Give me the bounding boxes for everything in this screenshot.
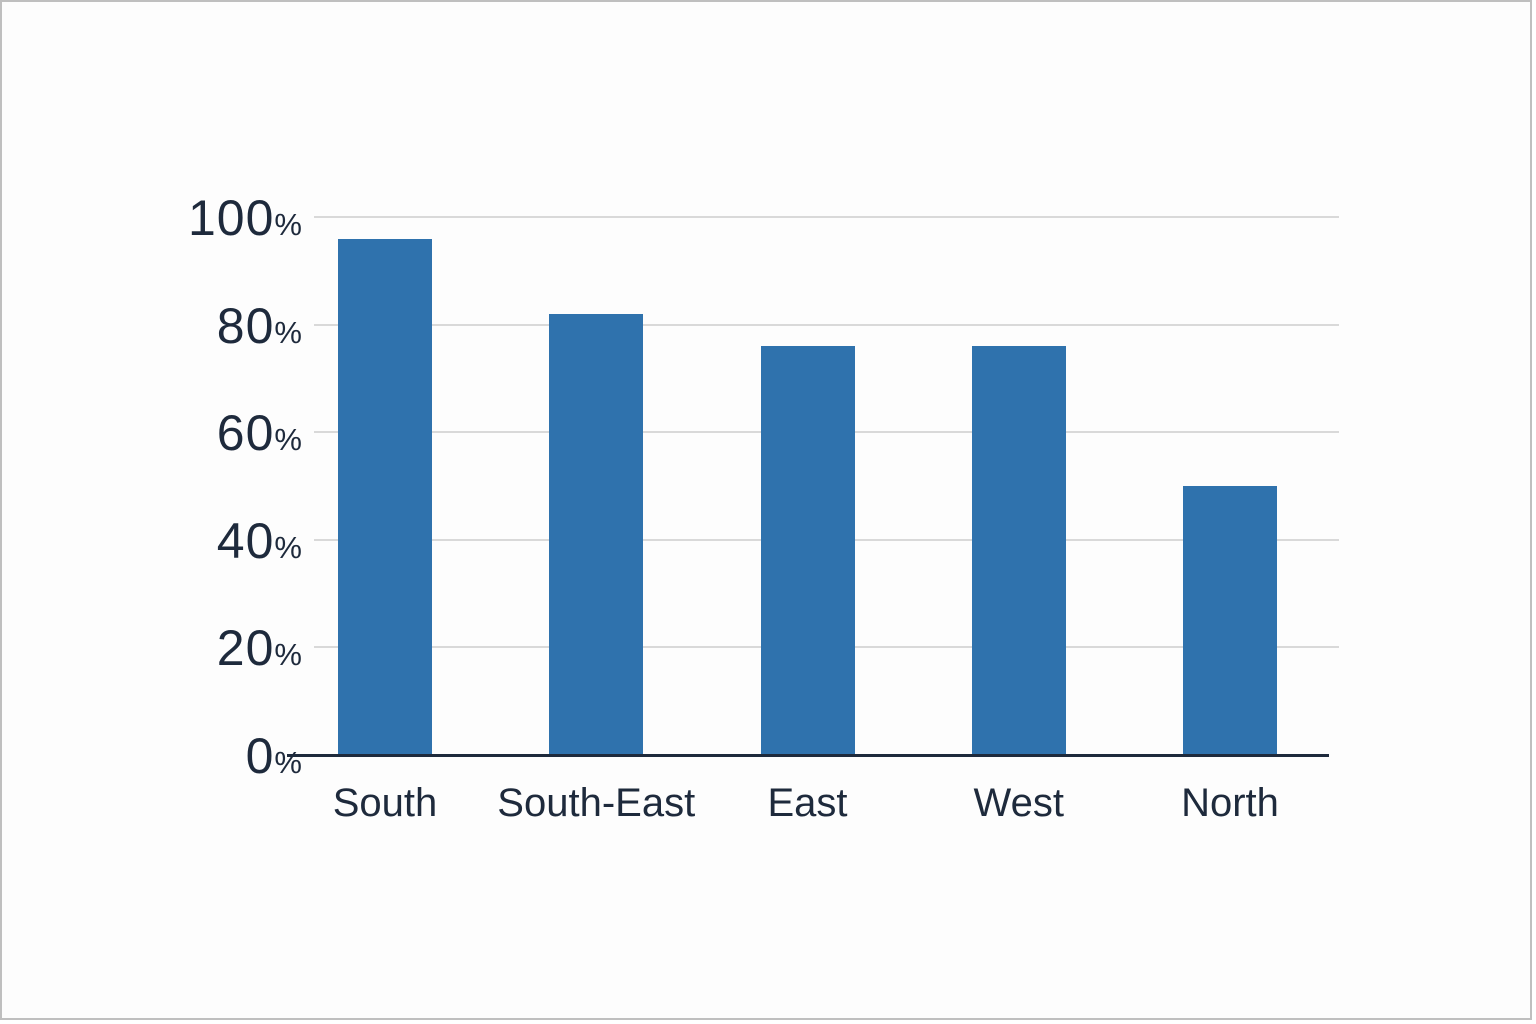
y-tick-percent-sign: % <box>274 207 302 242</box>
x-axis-label-south: South <box>332 781 438 825</box>
y-axis-tick-0: 0% <box>2 727 302 785</box>
y-tick-value: 60 <box>216 405 275 462</box>
bar-west <box>971 346 1066 754</box>
bar-east <box>760 346 855 754</box>
y-tick-value: 40 <box>216 512 275 569</box>
y-axis-tick-40: 40% <box>2 512 302 570</box>
y-tick-value: 20 <box>216 620 275 677</box>
y-tick-percent-sign: % <box>274 637 302 673</box>
x-axis-label-west: West <box>973 781 1064 825</box>
y-tick-value: 80 <box>216 297 275 354</box>
x-axis-label-south-east: South-East <box>497 781 696 825</box>
y-tick-value: 100 <box>187 190 275 246</box>
y-tick-percent-sign: % <box>274 745 302 780</box>
y-tick-value: 0 <box>245 728 275 784</box>
y-axis-tick-100: 100% <box>2 189 302 247</box>
y-tick-percent-sign: % <box>274 422 302 458</box>
y-axis-tick-20: 20% <box>2 619 302 677</box>
gridline-100 <box>314 216 1339 218</box>
x-axis-line <box>287 754 1329 757</box>
y-tick-percent-sign: % <box>274 529 302 565</box>
y-axis-tick-60: 60% <box>2 404 302 462</box>
bar-south-east <box>549 313 644 754</box>
y-axis-tick-80: 80% <box>2 297 302 355</box>
gridline-80 <box>314 323 1339 326</box>
bar-north <box>1183 486 1277 754</box>
y-tick-percent-sign: % <box>274 314 302 350</box>
x-axis-label-east: East <box>767 781 848 825</box>
x-axis-label-north: North <box>1181 781 1279 825</box>
bar-south <box>338 238 432 754</box>
